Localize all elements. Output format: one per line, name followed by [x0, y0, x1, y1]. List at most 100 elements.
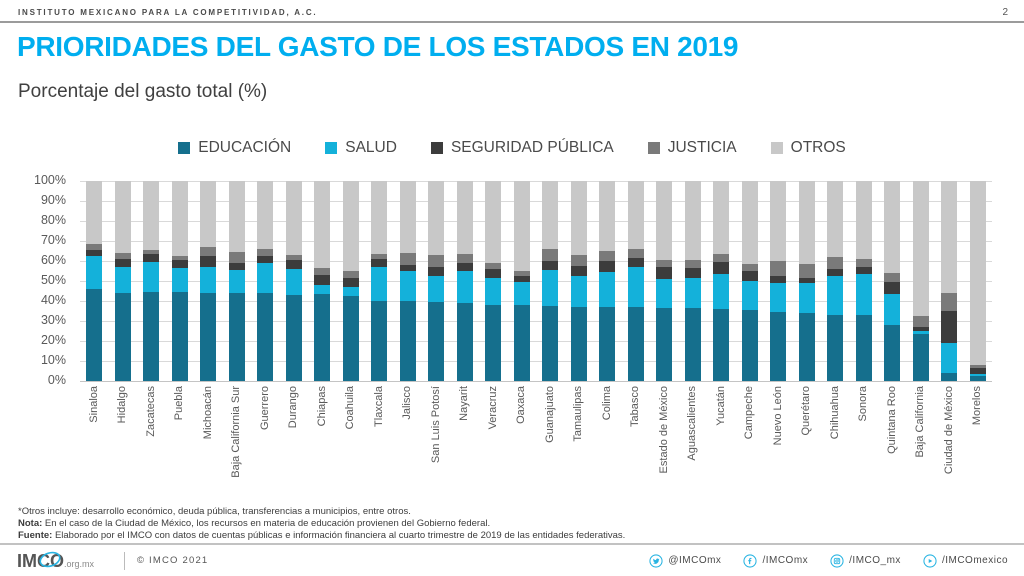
bar-guanajuato — [542, 181, 559, 381]
x-label-slot: Nayarit — [451, 386, 480, 508]
segment-seguridad-publica — [599, 261, 616, 272]
x-label-slot: Tamaulipas — [565, 386, 594, 508]
bar-veracruz — [485, 181, 502, 381]
gridline — [80, 361, 992, 362]
bar-yucatan — [713, 181, 730, 381]
segment-salud — [798, 283, 815, 313]
segment-justicia — [399, 253, 416, 265]
twitter-social-link[interactable]: @IMCOmx — [649, 553, 721, 568]
segment-otros — [485, 181, 502, 263]
segment-seguridad-publica — [855, 267, 872, 274]
segment-justicia — [570, 255, 587, 266]
segment-justicia — [86, 244, 103, 250]
segment-salud — [855, 274, 872, 315]
note-line-2: Nota: En el caso de la Ciudad de México,… — [18, 517, 491, 529]
segment-seguridad-publica — [371, 259, 388, 267]
gridline — [80, 301, 992, 302]
segment-justicia — [912, 316, 929, 327]
legend-item-otros: OTROS — [770, 139, 846, 157]
x-label-slot: Chiapas — [308, 386, 337, 508]
segment-justicia — [627, 249, 644, 258]
bar-san-luis-potosi — [428, 181, 445, 381]
segment-seguridad-publica — [513, 276, 530, 282]
bar-tlaxcala — [371, 181, 388, 381]
bar-slot — [166, 181, 195, 381]
segment-otros — [228, 181, 245, 252]
segment-educacion — [114, 293, 131, 381]
x-label-slot: Sonora — [850, 386, 879, 508]
segment-seguridad-publica — [342, 278, 359, 287]
bar-tamaulipas — [570, 181, 587, 381]
segment-otros — [200, 181, 217, 247]
segment-salud — [570, 276, 587, 307]
page-number: 2 — [1002, 7, 1008, 18]
segment-salud — [912, 331, 929, 334]
segment-justicia — [599, 251, 616, 261]
y-axis-tick-label: 30% — [40, 313, 66, 327]
segment-salud — [684, 278, 701, 308]
segment-otros — [314, 181, 331, 268]
segment-educacion — [656, 308, 673, 381]
x-label-slot: Jalisco — [394, 386, 423, 508]
bar-campeche — [741, 181, 758, 381]
bar-jalisco — [399, 181, 416, 381]
segment-salud — [456, 271, 473, 303]
segment-otros — [513, 181, 530, 271]
segment-educacion — [855, 315, 872, 381]
segment-salud — [257, 263, 274, 293]
bar-aguascalientes — [684, 181, 701, 381]
segment-justicia — [770, 261, 787, 276]
x-label-slot: Tlaxcala — [365, 386, 394, 508]
youtube-icon — [923, 553, 937, 568]
segment-seguridad-publica — [941, 311, 958, 343]
gridline — [80, 341, 992, 342]
segment-otros — [884, 181, 901, 273]
x-axis-label-nuevo-leon: Nuevo León — [771, 386, 784, 446]
bar-quintana-roo — [884, 181, 901, 381]
x-label-slot: Ciudad de México — [935, 386, 964, 508]
legend-item-justicia: JUSTICIA — [647, 139, 737, 157]
segment-otros — [941, 181, 958, 293]
segment-educacion — [969, 376, 986, 381]
legend-item-educacion: EDUCACIÓN — [178, 139, 291, 157]
bar-slot — [622, 181, 651, 381]
segment-educacion — [941, 373, 958, 381]
top-rule — [0, 21, 1024, 23]
bar-slot — [337, 181, 366, 381]
social-handle: /IMCOmx — [762, 555, 809, 566]
x-axis-label-puebla: Puebla — [173, 386, 186, 421]
segment-otros — [599, 181, 616, 251]
youtube-social-link[interactable]: /IMCOmexico — [923, 553, 1008, 568]
segment-seguridad-publica — [770, 276, 787, 283]
segment-educacion — [570, 307, 587, 381]
bar-sonora — [855, 181, 872, 381]
segment-educacion — [542, 306, 559, 381]
x-label-slot: Puebla — [166, 386, 195, 508]
gridline — [80, 181, 992, 182]
x-label-slot: Durango — [280, 386, 309, 508]
x-axis-label-veracruz: Veracruz — [486, 386, 499, 430]
segment-educacion — [428, 302, 445, 381]
segment-justicia — [342, 271, 359, 278]
bar-slot — [280, 181, 309, 381]
bar-slot — [736, 181, 765, 381]
instagram-social-link[interactable]: /IMCO_mx — [830, 553, 901, 568]
x-axis-label-chiapas: Chiapas — [315, 386, 328, 427]
x-label-slot: Morelos — [964, 386, 993, 508]
bar-slot — [308, 181, 337, 381]
segment-justicia — [798, 264, 815, 278]
facebook-social-link[interactable]: /IMCOmx — [743, 553, 809, 568]
footer-left: IMCO .org.mx © IMCO 2021 — [16, 550, 208, 572]
x-axis-label-coahuila: Coahuila — [344, 386, 357, 430]
x-label-slot: Zacatecas — [137, 386, 166, 508]
segment-educacion — [741, 310, 758, 381]
legend-label-educacion: EDUCACIÓN — [198, 139, 292, 156]
segment-salud — [884, 294, 901, 325]
segment-otros — [627, 181, 644, 249]
segment-educacion — [200, 293, 217, 381]
segment-justicia — [200, 247, 217, 256]
bar-colima — [599, 181, 616, 381]
bar-puebla — [171, 181, 188, 381]
segment-otros — [741, 181, 758, 264]
segment-otros — [399, 181, 416, 253]
